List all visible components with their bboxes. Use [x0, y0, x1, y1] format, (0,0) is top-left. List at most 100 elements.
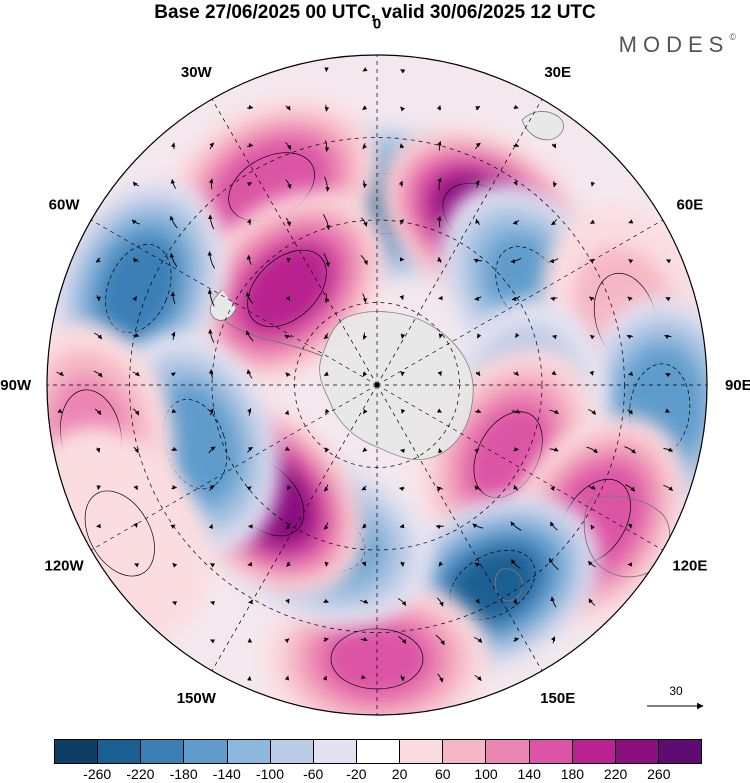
- wind-vector-196: [323, 598, 329, 603]
- wind-vector-77: [550, 296, 558, 302]
- wind-vector-170: [362, 523, 367, 529]
- wind-vector-218: [400, 674, 405, 682]
- colorbar-segment-11: [529, 740, 573, 763]
- wind-vector-84: [208, 329, 215, 343]
- wind-vector-66: [132, 296, 137, 302]
- wind-vector-213: [550, 636, 556, 644]
- colorbar-tick-6: -20: [346, 766, 367, 782]
- wind-vector-175: [550, 521, 558, 531]
- brand-text: MODES: [618, 32, 730, 57]
- wind-vector-190: [588, 560, 596, 568]
- wind-vector-182: [286, 561, 291, 567]
- wind-vector-78: [589, 296, 595, 302]
- wind-vector-203: [588, 598, 596, 606]
- wind-vector-124: [436, 408, 442, 413]
- wind-vector-119: [246, 407, 252, 416]
- wind-vector-94: [589, 334, 595, 340]
- wind-vector-97: [56, 371, 64, 377]
- wind-vector-2: [400, 69, 406, 74]
- wind-vector-176: [590, 524, 595, 530]
- meridian-330: [211, 99, 378, 386]
- wind-vector-220: [474, 674, 482, 681]
- wind-vector-59: [473, 258, 483, 264]
- wind-vector-122: [363, 408, 368, 414]
- meridian-150: [376, 384, 543, 671]
- wind-vector-138: [362, 447, 368, 452]
- colorbar-segment-1: [98, 740, 142, 763]
- wind-vector-134: [208, 446, 216, 454]
- wind-vector-209: [397, 636, 407, 644]
- antarctica-landmass: [319, 311, 474, 460]
- colorbar-segment-13: [615, 740, 659, 763]
- wind-vector-4: [285, 105, 291, 111]
- wind-vector-113: [665, 373, 671, 378]
- wind-vector-25: [247, 182, 253, 187]
- wind-vector-39: [285, 217, 292, 227]
- wind-vector-15: [324, 140, 330, 152]
- wind-vector-128: [588, 409, 597, 415]
- colorbar-segment-8: [400, 740, 444, 763]
- meridian-210: [211, 384, 378, 671]
- meridian-120: [376, 384, 663, 551]
- wind-vector-17: [399, 143, 405, 149]
- wind-vector-150: [209, 485, 215, 491]
- wind-vector-109: [513, 371, 519, 376]
- wind-vector-79: [627, 296, 633, 302]
- wind-vector-210: [435, 634, 445, 646]
- wind-vector-174: [510, 521, 522, 531]
- colorbar-segment-2: [141, 740, 185, 763]
- longitude-label-150e: 150E: [540, 690, 575, 707]
- longitude-label-30w: 30W: [181, 64, 213, 81]
- wind-vector-219: [437, 673, 444, 683]
- wind-vector-45: [512, 220, 520, 225]
- wind-vector-187: [474, 562, 482, 568]
- wind-vector-125: [475, 408, 482, 413]
- wind-vector-143: [549, 447, 559, 452]
- wind-vector-151: [246, 486, 252, 491]
- wind-vector-107: [437, 371, 442, 377]
- wind-vector-204: [210, 639, 216, 644]
- colorbar-tick-8: 60: [435, 766, 451, 782]
- wind-vector-149: [171, 485, 178, 490]
- wind-vector-152: [287, 485, 292, 491]
- wind-vectors: [56, 67, 673, 683]
- longitude-label-150w: 150W: [177, 690, 217, 707]
- wind-vector-92: [515, 332, 520, 338]
- wind-vector-70: [285, 296, 291, 301]
- wind-vector-56: [360, 254, 368, 266]
- wind-vector-184: [361, 561, 366, 567]
- wind-vector-118: [209, 408, 214, 416]
- wind-vector-6: [362, 105, 368, 111]
- wind-vector-48: [628, 219, 634, 224]
- wind-vector-52: [207, 251, 215, 269]
- brand-mark: ©: [729, 32, 736, 42]
- graticule: [47, 55, 707, 715]
- wind-vector-26: [285, 179, 292, 189]
- wind-vector-173: [472, 523, 484, 529]
- wind-vector-111: [589, 370, 594, 376]
- colorbar-tick-2: -180: [169, 766, 198, 782]
- wind-vector-101: [208, 369, 214, 379]
- wind-vector-29: [398, 180, 404, 188]
- wind-vector-162: [663, 484, 673, 492]
- wind-vector-14: [285, 142, 292, 151]
- wind-vector-131: [95, 447, 101, 453]
- colorbar-tick-5: -60: [303, 766, 324, 782]
- wind-vector-0: [324, 67, 329, 72]
- wind-vector-121: [325, 408, 330, 414]
- wind-vector-51: [169, 252, 178, 267]
- wind-vector-46: [550, 218, 558, 226]
- colorbar-segment-14: [658, 740, 702, 763]
- colorbar-segment-10: [486, 740, 530, 763]
- wind-vector-41: [361, 217, 368, 227]
- wind-vector-169: [323, 522, 329, 530]
- wind-vector-200: [475, 598, 480, 604]
- wind-vector-183: [324, 561, 329, 567]
- wind-vector-115: [94, 408, 102, 416]
- map-title: Base 27/06/2025 00 UTC, valid 30/06/2025…: [154, 2, 596, 23]
- wind-vector-73: [399, 295, 404, 301]
- wind-vector-198: [397, 598, 407, 606]
- meridian-240: [91, 384, 378, 551]
- wind-vector-164: [133, 522, 138, 528]
- colorbar-segment-6: [313, 740, 357, 763]
